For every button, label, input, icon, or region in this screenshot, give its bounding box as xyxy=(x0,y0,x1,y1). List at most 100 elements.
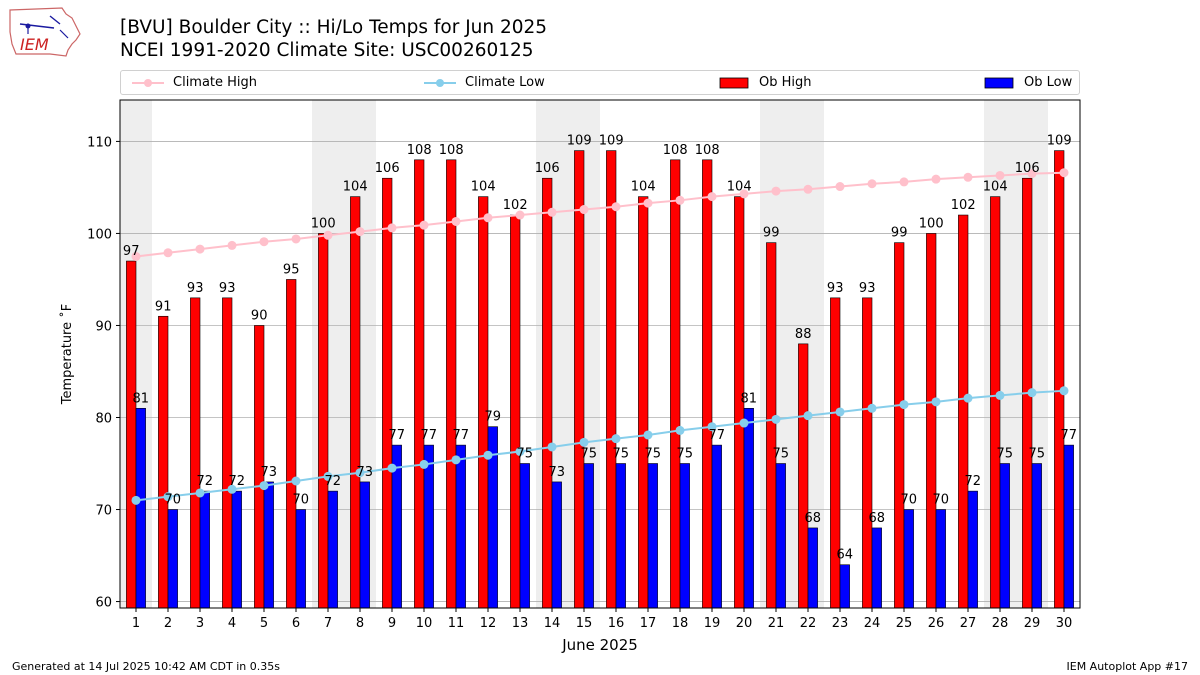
ob-high-bar-day-9 xyxy=(382,177,393,609)
climate-low-point-day-15 xyxy=(579,437,589,447)
ob-high-label-day-26: 100 xyxy=(919,216,944,231)
x-tick-label-15: 15 xyxy=(576,616,593,631)
ob-high-label-day-7: 100 xyxy=(311,216,336,231)
ob-low-label-day-9: 77 xyxy=(389,428,406,443)
ob-low-bar-day-3 xyxy=(199,490,210,609)
climate-high-point-day-24 xyxy=(867,179,877,189)
ob-high-bar-day-11 xyxy=(446,159,457,609)
ob-low-bar-day-19 xyxy=(711,444,722,609)
x-axis-label: June 2025 xyxy=(561,636,638,654)
ob-high-bar-day-25 xyxy=(894,242,905,609)
ob-low-label-day-14: 73 xyxy=(549,465,566,480)
ob-high-bar-day-4 xyxy=(222,297,233,609)
x-tick-label-4: 4 xyxy=(228,616,236,631)
climate-low-point-day-30 xyxy=(1059,386,1069,396)
y-tick-label-110: 110 xyxy=(87,135,112,150)
ob-high-bar-day-18 xyxy=(670,159,681,609)
climate-high-line xyxy=(135,171,1065,258)
ob-high-label-day-1: 97 xyxy=(123,244,140,259)
logo-text: IEM xyxy=(20,35,49,54)
ob-high-label-day-18: 108 xyxy=(663,143,688,158)
ob-low-bar-day-6 xyxy=(295,509,306,609)
climate-low-point-day-4 xyxy=(227,484,237,494)
legend-item-ob-low: Ob Low xyxy=(984,71,1072,94)
x-tick-label-5: 5 xyxy=(260,616,268,631)
ob-low-label-day-23: 64 xyxy=(837,548,854,563)
y-tick-label-100: 100 xyxy=(87,227,112,242)
ob-low-bar-day-11 xyxy=(455,444,466,609)
climate-low-point-day-22 xyxy=(803,411,813,421)
ob-low-label-day-3: 72 xyxy=(197,474,214,489)
y-tick-label-60: 60 xyxy=(95,596,112,611)
climate-low-point-day-3 xyxy=(195,488,205,498)
ob-high-bar-day-27 xyxy=(958,214,969,609)
climate-high-swatch xyxy=(132,78,164,87)
ob-high-label-day-29: 106 xyxy=(1015,161,1040,176)
x-tick-label-18: 18 xyxy=(672,616,689,631)
ob-high-label-day-28: 104 xyxy=(983,180,1008,195)
climate-high-point-day-30 xyxy=(1059,168,1069,178)
x-tick-label-6: 6 xyxy=(292,616,300,631)
ob-low-label-day-11: 77 xyxy=(453,428,470,443)
ob-low-bar-day-1 xyxy=(135,407,146,609)
y-axis: 60 70 80 90 100 110 xyxy=(87,135,120,611)
ob-low-bar-day-16 xyxy=(615,463,626,609)
ob-high-label-day-6: 95 xyxy=(283,262,300,277)
ob-low-label-day-16: 75 xyxy=(613,447,630,462)
ob-high-bar-day-21 xyxy=(766,242,777,609)
ob-low-label-day-5: 73 xyxy=(261,465,278,480)
ob-high-bar-day-24 xyxy=(862,297,873,609)
climate-low-point-day-29 xyxy=(1027,388,1037,398)
climate-high-point-day-16 xyxy=(611,202,621,212)
climate-high-point-day-18 xyxy=(675,195,685,205)
climate-high-point-day-13 xyxy=(515,210,525,220)
ob-low-label-day-13: 75 xyxy=(517,447,534,462)
chart-subtitle: NCEI 1991-2020 Climate Site: USC00260125 xyxy=(120,40,534,61)
climate-low-point-day-19 xyxy=(707,422,717,432)
climate-low-line xyxy=(135,389,1065,502)
climate-high-point-day-14 xyxy=(547,207,557,217)
climate-low-point-day-25 xyxy=(899,400,909,410)
ob-high-bar-day-26 xyxy=(926,233,937,609)
ob-high-label-day-23: 93 xyxy=(827,281,844,296)
ob-high-label-day-21: 99 xyxy=(763,226,780,241)
ob-low-bar-day-20 xyxy=(743,407,754,609)
ob-high-bar-day-7 xyxy=(318,233,329,609)
x-tick-label-16: 16 xyxy=(608,616,625,631)
x-tick-label-12: 12 xyxy=(480,616,497,631)
climate-high-point-day-2 xyxy=(163,248,173,258)
ob-low-bar-day-14 xyxy=(551,481,562,609)
climate-high-point-day-4 xyxy=(227,240,237,250)
gridlines xyxy=(120,141,1080,602)
x-tick-label-14: 14 xyxy=(544,616,561,631)
ob-low-bar-day-22 xyxy=(807,527,818,609)
climate-low-point-day-10 xyxy=(419,459,429,469)
climate-high-point-day-1 xyxy=(131,251,141,261)
ob-high-label-day-9: 106 xyxy=(375,161,400,176)
ob-high-bar-day-22 xyxy=(798,343,809,609)
climate-low-point-day-2 xyxy=(163,492,173,502)
ob-low-bar-day-7 xyxy=(327,490,338,609)
ob-low-swatch xyxy=(984,77,1014,88)
x-tick-label-23: 23 xyxy=(832,616,849,631)
climate-low-point-day-8 xyxy=(355,468,365,478)
ob-high-label-day-12: 104 xyxy=(471,180,496,195)
ob-low-label-day-22: 68 xyxy=(805,511,822,526)
ob-low-bar-day-26 xyxy=(935,509,946,609)
ob-high-label-day-4: 93 xyxy=(219,281,236,296)
ob-high-bar-day-12 xyxy=(478,196,489,609)
climate-high-point-day-20 xyxy=(739,189,749,199)
x-tick-label-3: 3 xyxy=(196,616,204,631)
legend-item-climate-high: Climate High xyxy=(131,71,257,94)
ob-low-bar-day-13 xyxy=(519,463,530,609)
ob-high-label-day-15: 109 xyxy=(567,134,592,149)
ob-high-label-day-27: 102 xyxy=(951,198,976,213)
ob-low-label-day-7: 72 xyxy=(325,474,342,489)
x-tick-label-13: 13 xyxy=(512,616,529,631)
ob-low-bar-day-24 xyxy=(871,527,882,609)
ob-low-label-day-12: 79 xyxy=(485,410,502,425)
ob-low-label-day-30: 77 xyxy=(1061,428,1078,443)
ob-low-bar-day-25 xyxy=(903,509,914,609)
x-tick-label-30: 30 xyxy=(1056,616,1073,631)
